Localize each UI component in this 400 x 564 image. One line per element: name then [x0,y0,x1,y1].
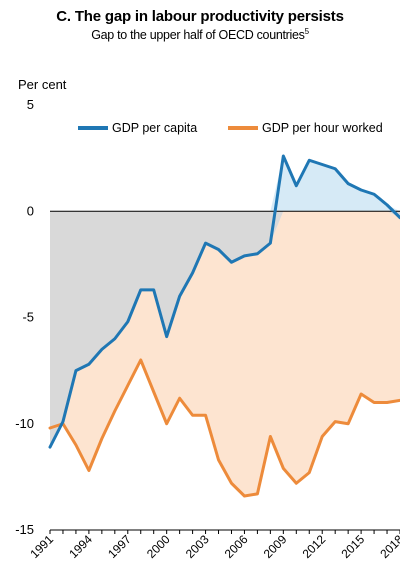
series-lines [48,154,400,498]
area-fill-gap-between [50,211,400,496]
x-tick-label: 2009 [261,532,290,561]
x-tick-label: 1997 [105,532,134,561]
x-tick-label: 2015 [338,532,367,561]
area-fill-above-zero [50,156,400,212]
chart-title: C. The gap in labour productivity persis… [56,8,344,25]
y-tick-label: 0 [27,203,34,218]
subtitle-text: Gap to the upper half of OECD countries [91,28,305,43]
legend-label-gdp-per-hour: GDP per hour worked [262,121,383,135]
x-axis: 1991 1994 1997 2000 2003 2006 2009 2012 2015 2018 [27,529,400,561]
chart-subtitle: Gap to the upper half of OECD countries5 [0,27,400,42]
x-tick-label: 2012 [300,532,329,561]
x-tick-label: 2006 [222,532,251,561]
legend: GDP per capita GDP per hour worked [78,121,383,135]
y-tick-label: -5 [22,310,34,325]
x-tick-label: 2000 [144,532,173,561]
y-tick-label: -15 [15,522,34,537]
y-tick-label: 5 [27,97,34,112]
y-axis-label: Per cent [18,77,67,92]
subtitle-footnote: 5 [304,27,309,36]
area-fills [50,156,400,496]
y-tick-labels: 5 0 -5 -10 -15 [15,97,34,537]
gdp-per-hour-line [48,358,400,498]
area-fill-below-zero [50,211,400,448]
x-tick-label: 1994 [66,532,95,561]
x-tick-label: 2003 [183,532,212,561]
legend-label-gdp-per-capita: GDP per capita [112,121,197,135]
y-tick-label: -10 [15,416,34,431]
x-tick-label: 2018 [377,532,400,561]
gdp-per-capita-line [48,154,400,449]
